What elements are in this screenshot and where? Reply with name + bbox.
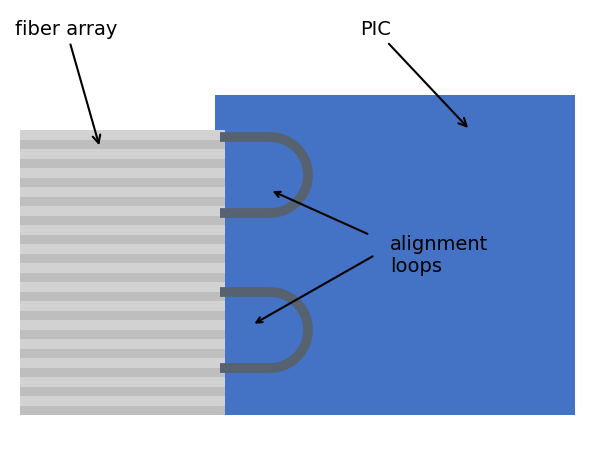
Bar bbox=[20, 396, 225, 406]
Bar bbox=[20, 301, 225, 311]
Bar bbox=[20, 130, 225, 415]
Bar bbox=[20, 244, 225, 254]
Text: alignment
loops: alignment loops bbox=[390, 235, 488, 276]
Bar bbox=[20, 263, 225, 274]
Bar bbox=[20, 320, 225, 330]
Text: PIC: PIC bbox=[360, 20, 467, 126]
Bar bbox=[20, 206, 225, 216]
Bar bbox=[215, 95, 575, 415]
Bar bbox=[20, 149, 225, 159]
Bar bbox=[20, 168, 225, 179]
Bar bbox=[20, 358, 225, 369]
Bar bbox=[20, 282, 225, 292]
Bar bbox=[20, 130, 225, 140]
Bar bbox=[20, 187, 225, 198]
Bar bbox=[20, 339, 225, 350]
Bar bbox=[20, 225, 225, 235]
Text: fiber array: fiber array bbox=[15, 20, 118, 143]
Bar bbox=[20, 377, 225, 387]
